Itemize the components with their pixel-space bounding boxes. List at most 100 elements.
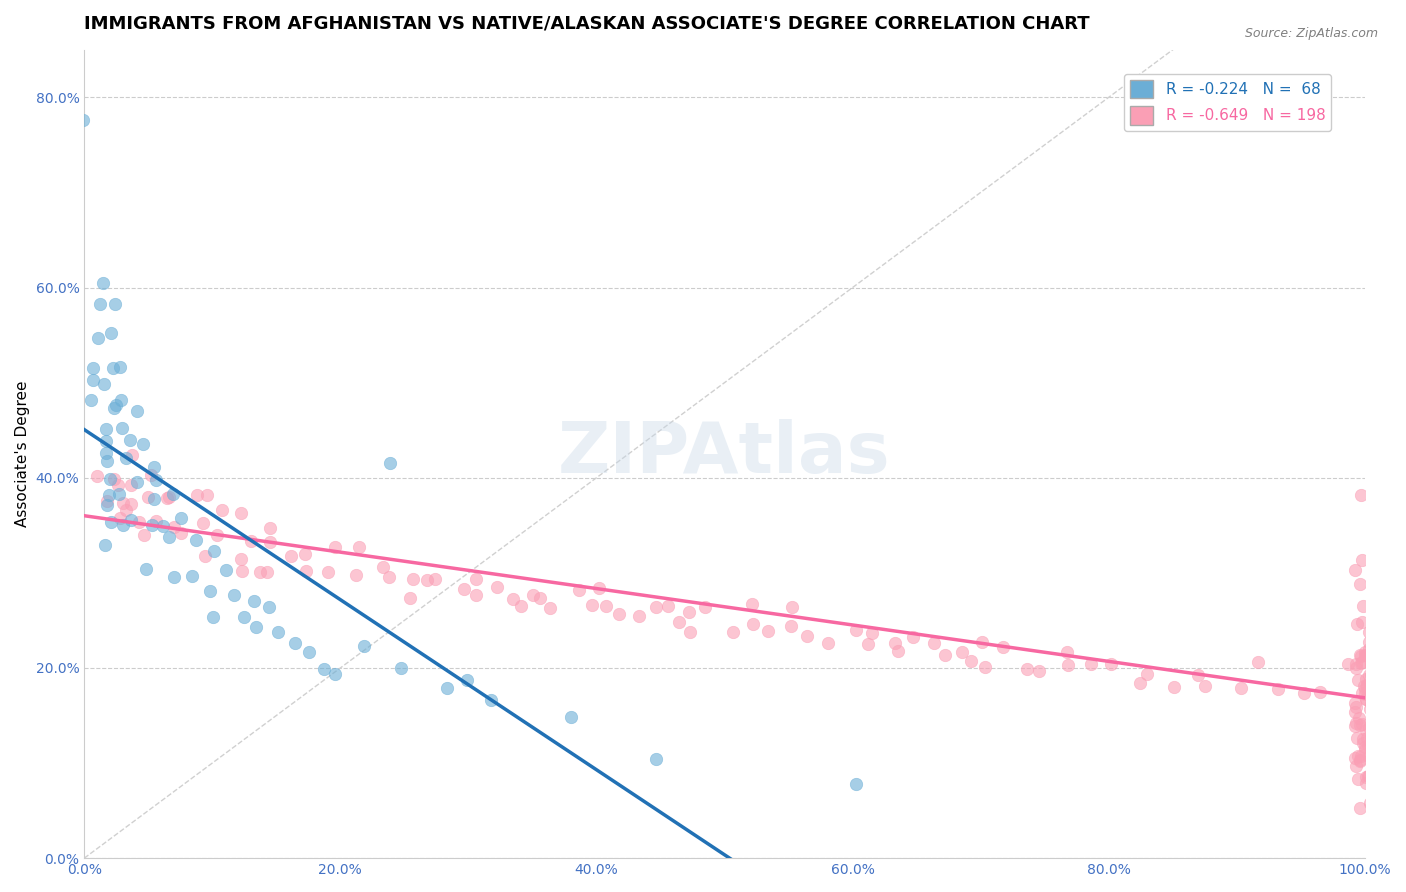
Point: [115, 503, 138, 517]
Point: [294, 564, 316, 578]
Point: [111, 495, 134, 509]
Point: [1351, 553, 1374, 567]
Point: [974, 660, 997, 674]
Point: [110, 392, 132, 407]
Point: [1360, 656, 1382, 670]
Point: [568, 582, 591, 597]
Point: [1080, 657, 1102, 672]
Point: [323, 667, 346, 681]
Point: [191, 516, 214, 530]
Point: [1351, 615, 1374, 630]
Point: [1347, 772, 1369, 786]
Point: [780, 600, 803, 615]
Point: [402, 573, 425, 587]
Point: [1354, 691, 1376, 706]
Point: [1360, 658, 1382, 673]
Point: [98, 487, 121, 501]
Point: [1099, 657, 1122, 671]
Point: [103, 401, 125, 415]
Point: [693, 599, 716, 614]
Point: [1348, 801, 1371, 815]
Point: [198, 583, 221, 598]
Point: [1057, 658, 1080, 673]
Point: [581, 598, 603, 612]
Point: [349, 540, 371, 554]
Point: [323, 540, 346, 554]
Point: [1350, 488, 1372, 502]
Point: [371, 559, 394, 574]
Point: [741, 617, 763, 632]
Point: [1351, 716, 1374, 731]
Text: ZIPAtlas: ZIPAtlas: [558, 419, 891, 489]
Point: [257, 600, 280, 615]
Point: [1230, 681, 1253, 695]
Point: [1350, 656, 1372, 670]
Point: [588, 582, 610, 596]
Point: [245, 620, 267, 634]
Point: [529, 591, 551, 605]
Point: [607, 607, 630, 622]
Point: [960, 654, 983, 668]
Point: [1344, 759, 1367, 773]
Point: [125, 475, 148, 490]
Point: [1350, 648, 1372, 662]
Point: [1346, 660, 1368, 674]
Point: [502, 592, 524, 607]
Point: [1351, 686, 1374, 700]
Point: [1346, 731, 1368, 745]
Point: [1362, 772, 1385, 787]
Point: [143, 459, 166, 474]
Text: IMMIGRANTS FROM AFGHANISTAN VS NATIVE/ALASKAN ASSOCIATE'S DEGREE CORRELATION CHA: IMMIGRANTS FROM AFGHANISTAN VS NATIVE/AL…: [84, 15, 1090, 33]
Point: [233, 609, 256, 624]
Point: [194, 549, 217, 563]
Point: [796, 629, 818, 643]
Point: [259, 521, 281, 535]
Point: [1346, 657, 1368, 671]
Point: [721, 625, 744, 640]
Point: [94, 434, 117, 449]
Point: [82, 373, 104, 387]
Point: [1347, 711, 1369, 725]
Point: [120, 512, 142, 526]
Point: [595, 599, 617, 614]
Point: [243, 594, 266, 608]
Point: [259, 535, 281, 549]
Point: [479, 693, 502, 707]
Point: [1358, 796, 1381, 810]
Point: [256, 565, 278, 579]
Point: [1346, 699, 1368, 714]
Point: [1348, 754, 1371, 768]
Point: [162, 487, 184, 501]
Point: [121, 448, 143, 462]
Point: [94, 538, 117, 552]
Point: [1348, 753, 1371, 767]
Point: [1344, 696, 1367, 710]
Point: [486, 580, 509, 594]
Point: [104, 398, 127, 412]
Point: [1337, 657, 1360, 671]
Point: [139, 467, 162, 482]
Point: [679, 624, 702, 639]
Point: [509, 599, 531, 613]
Point: [678, 605, 700, 619]
Point: [378, 570, 401, 584]
Point: [560, 710, 582, 724]
Point: [378, 457, 401, 471]
Point: [1355, 648, 1378, 663]
Point: [1364, 736, 1386, 750]
Point: [231, 564, 253, 578]
Point: [344, 567, 367, 582]
Point: [108, 487, 131, 501]
Point: [1351, 732, 1374, 747]
Point: [298, 644, 321, 658]
Point: [82, 361, 104, 376]
Point: [1354, 645, 1376, 659]
Point: [312, 662, 335, 676]
Point: [170, 510, 193, 524]
Point: [1354, 770, 1376, 784]
Point: [96, 422, 118, 436]
Point: [884, 636, 907, 650]
Point: [1355, 673, 1378, 687]
Point: [1344, 716, 1367, 731]
Point: [108, 360, 131, 375]
